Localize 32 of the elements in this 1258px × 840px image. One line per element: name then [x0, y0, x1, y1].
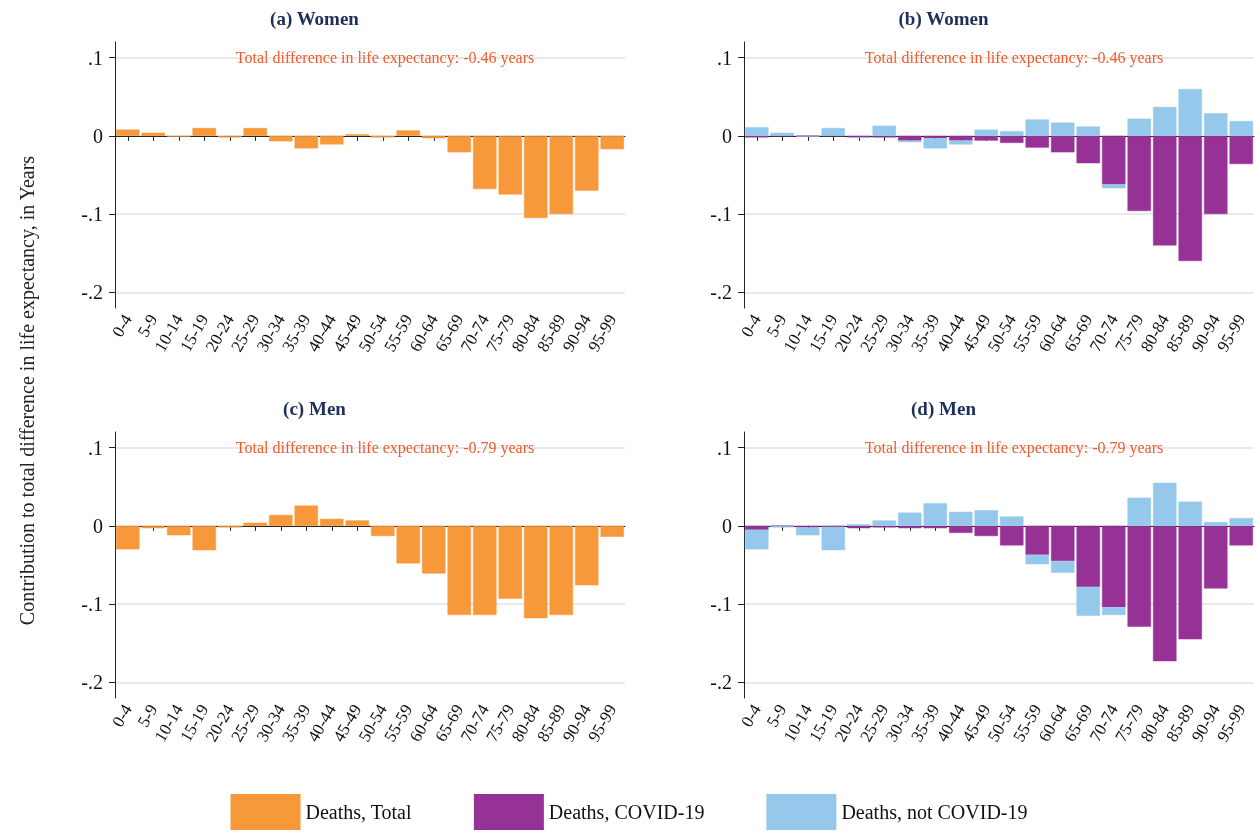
y-tick-label: 0	[722, 514, 732, 537]
chart-title: (d) Men	[911, 398, 977, 420]
y-axis-title: Contribution to total difference in life expectancy, in Years	[16, 155, 40, 625]
y-tick-label: -.2	[81, 281, 103, 304]
y-tick-label: 0	[93, 514, 103, 537]
chart-subtitle: Total difference in life expectancy: -0.46 years	[235, 48, 535, 67]
y-tick-label: -.2	[710, 671, 732, 694]
chart-title: (c) Men	[283, 398, 347, 420]
legend-label: Deaths, not COVID-19	[841, 801, 1028, 823]
y-tick-label: 0	[93, 124, 103, 147]
y-tick-label: -.1	[81, 593, 103, 616]
chart-subtitle: Total difference in life expectancy: -0.46 years	[864, 48, 1164, 67]
x-tick-label: 0-4	[108, 700, 137, 731]
chart-subtitle: Total difference in life expectancy: -0.79 years	[235, 438, 535, 457]
y-tick-label: .1	[717, 436, 732, 459]
y-tick-label: 0	[722, 124, 732, 147]
y-tick-label: -.1	[710, 593, 732, 616]
x-tick-label: 0-4	[737, 310, 766, 341]
y-tick-label: -.2	[710, 281, 732, 304]
chart-title: (a) Women	[270, 8, 360, 30]
y-tick-label: .1	[88, 436, 103, 459]
legend-label: Deaths, COVID-19	[548, 801, 705, 823]
y-tick-label: -.2	[81, 671, 103, 694]
x-tick-label: 0-4	[737, 700, 766, 731]
chart-subtitle: Total difference in life expectancy: -0.79 years	[864, 438, 1164, 457]
chart-title: (b) Women	[898, 8, 989, 30]
y-tick-label: -.1	[710, 203, 732, 226]
legend-label: Deaths, Total	[305, 801, 412, 823]
y-tick-label: .1	[717, 46, 732, 69]
x-tick-label: 0-4	[108, 310, 137, 341]
y-tick-label: .1	[88, 46, 103, 69]
y-tick-label: -.1	[81, 203, 103, 226]
